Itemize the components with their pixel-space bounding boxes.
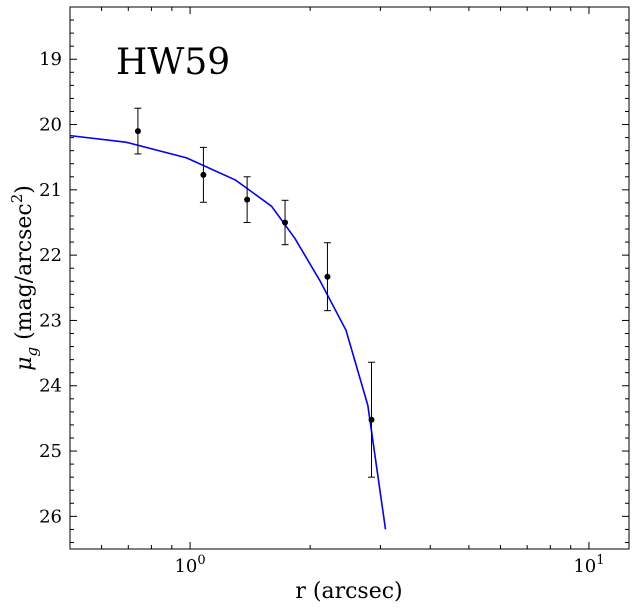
- y-tick-label: 19: [39, 49, 62, 70]
- data-point: [200, 171, 207, 178]
- y-axis-title-close: ): [12, 185, 37, 194]
- plot-area: [69, 6, 630, 550]
- y-tick-label: 22: [39, 245, 62, 266]
- y-tick-label: 26: [39, 506, 62, 527]
- y-tick-label: 24: [39, 376, 62, 397]
- model-line: [69, 134, 387, 530]
- x-tick-label-base: 10: [174, 556, 197, 577]
- data-point: [324, 273, 331, 280]
- y-axis-title: μg (mag/arcsec2): [8, 185, 41, 371]
- data-point: [244, 196, 251, 203]
- x-tick-label-exponent: 0: [197, 553, 205, 568]
- minor-ticks: [70, 6, 629, 549]
- x-tick-label: 100: [174, 553, 205, 577]
- y-axis-title-superscript: 2: [8, 194, 26, 204]
- y-tick-label: 20: [39, 115, 62, 136]
- x-tick-label-exponent: 1: [596, 553, 604, 568]
- y-axis-title-symbol: μ: [12, 357, 37, 371]
- x-tick-label: 101: [573, 553, 604, 577]
- y-tick-label: 23: [39, 310, 62, 331]
- points-layer: [134, 107, 376, 478]
- plot-frame: [69, 6, 630, 550]
- x-tick-label-base: 10: [573, 556, 596, 577]
- y-tick-label: 21: [39, 180, 62, 201]
- y-axis-title-subscript: g: [23, 347, 41, 357]
- y-axis-title-unit: (mag/arcsec: [12, 203, 37, 347]
- model-layer: [69, 134, 387, 530]
- data-point: [282, 219, 289, 226]
- data-point: [134, 128, 141, 135]
- y-tick-label: 25: [39, 441, 62, 462]
- data-point: [368, 416, 375, 423]
- labels-layer: HW59 r (arcsec) μg (mag/arcsec2): [8, 42, 403, 604]
- x-axis-title: r (arcsec): [295, 579, 402, 604]
- panel-label: HW59: [116, 42, 230, 83]
